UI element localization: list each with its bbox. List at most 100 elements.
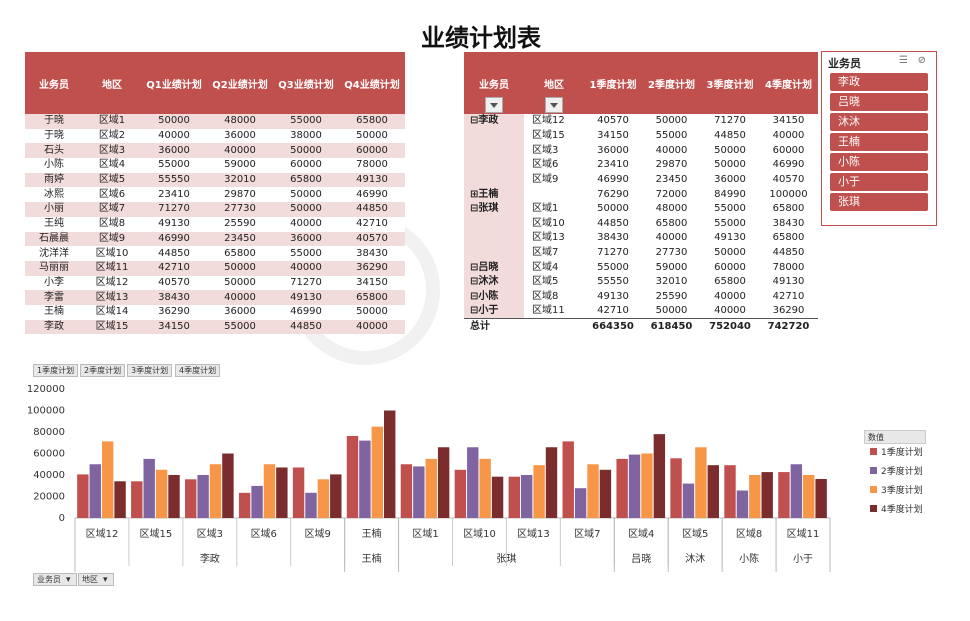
table-cell: 区域10 — [83, 246, 141, 261]
slicer-item[interactable]: 小陈 — [830, 153, 928, 171]
pivot-total-cell: 752040 — [701, 318, 759, 334]
table-cell: 29870 — [207, 187, 273, 203]
multi-select-icon[interactable]: ☰ — [899, 55, 908, 66]
plan-table: 业务员 地区 Q1业绩计划 Q2业绩计划 Q3业绩计划 Q4业绩计划 于晓 区域1 50000… — [25, 52, 405, 335]
pivot-group-toggle[interactable]: ⊟吕晓 — [464, 260, 524, 276]
pivot-cell: 区域11 — [524, 304, 584, 319]
table-cell: 王楠 — [25, 304, 83, 320]
table-row: 王纯 区域8 49130 25590 40000 42710 — [25, 216, 405, 232]
axis-field-button[interactable]: 地区 ▾ — [78, 573, 114, 586]
pivot-cell: 65800 — [714, 276, 746, 288]
pivot-group-toggle[interactable]: ⊟小于 — [464, 304, 524, 319]
table-cell: 区域3 — [83, 143, 141, 159]
group-label: 沐沐 — [685, 552, 705, 565]
pivot-cell: 55000 — [597, 261, 629, 273]
table-cell: 石头 — [25, 143, 83, 159]
pivot-cell: 71270 — [714, 115, 746, 127]
bar-3-3 — [276, 467, 288, 518]
pivot-cell: 76290 — [597, 188, 629, 200]
pivot-row: ⊟小陈 区域8 49130 25590 40000 42710 — [464, 289, 818, 305]
table-row: 于晓 区域2 40000 36000 38000 50000 — [25, 128, 405, 144]
table-cell: 40000 — [273, 216, 339, 232]
value-field-button[interactable]: 3季度计划 — [127, 364, 173, 377]
clear-filter-icon[interactable]: ⊘ — [917, 55, 926, 66]
table-cell: 65800 — [339, 114, 405, 129]
slicer-item[interactable]: 小于 — [830, 173, 928, 191]
table-cell: 49130 — [273, 290, 339, 305]
bar-1-4 — [305, 492, 317, 518]
x-tick-label: 区域11 — [787, 527, 820, 540]
table-cell: 34150 — [339, 275, 405, 291]
pivot-cell: 区域13 — [524, 231, 584, 246]
table-cell: 50000 — [141, 114, 207, 129]
table-cell: 50000 — [339, 128, 405, 144]
pivot-group-toggle[interactable]: ⊟张琪 — [464, 201, 524, 217]
pivot-cell: 50000 — [597, 203, 629, 215]
bar-2-0 — [101, 441, 114, 518]
x-tick-label: 区域8 — [736, 527, 762, 540]
slicer-item[interactable]: 李政 — [830, 73, 928, 91]
table-cell: 区域14 — [83, 304, 141, 320]
axis-field-button[interactable]: 业务员 ▾ — [33, 573, 77, 586]
table-cell: 25590 — [207, 216, 273, 232]
pivot-cell: 50000 — [655, 305, 688, 317]
pivot-cell: 42710 — [597, 305, 629, 317]
bar-2-1 — [155, 469, 168, 518]
x-tick-label: 王楠 — [362, 527, 382, 540]
table-cell: 50000 — [339, 304, 405, 320]
pivot-cell: 50000 — [714, 144, 746, 156]
bar-0-3 — [238, 492, 251, 518]
value-field-button[interactable]: 4季度计划 — [175, 364, 221, 377]
table-cell: 36290 — [339, 260, 405, 276]
legend-swatch — [870, 505, 877, 512]
pivot-cell: 84990 — [714, 188, 746, 200]
pivot-header-label: 4季度计划 — [765, 80, 812, 91]
slicer-item[interactable]: 张琪 — [830, 193, 928, 211]
x-tick-label: 区域10 — [463, 527, 496, 540]
pivot-cell: 100000 — [769, 188, 808, 200]
legend-item: 3季度计划 — [864, 482, 926, 501]
pivot-group-toggle[interactable]: ⊞王楠 — [464, 187, 524, 202]
table-cell: 60000 — [273, 158, 339, 173]
y-tick-label: 20000 — [33, 492, 65, 503]
pivot-cell: 46990 — [597, 173, 629, 185]
bar-3-4 — [330, 474, 342, 518]
y-tick-label: 40000 — [33, 470, 65, 481]
pivot-row: ⊟沐沐 区域5 55550 32010 65800 49130 — [464, 275, 818, 290]
bar-3-5 — [384, 410, 396, 518]
table-cell: 区域8 — [83, 216, 141, 232]
table-cell: 38430 — [141, 290, 207, 305]
slicer-item[interactable]: 王楠 — [830, 133, 928, 151]
table-cell: 46990 — [273, 304, 339, 320]
value-field-button[interactable]: 2季度计划 — [80, 364, 126, 377]
table-cell: 50000 — [207, 260, 273, 276]
pivot-row: ⊟吕晓 区域4 55000 59000 60000 78000 — [464, 260, 818, 276]
filter-dropdown-icon[interactable] — [545, 97, 563, 113]
table-cell: 49130 — [141, 216, 207, 232]
table-cell: 23410 — [141, 187, 207, 203]
pivot-group-toggle[interactable]: ⊟小陈 — [464, 289, 524, 305]
filter-dropdown-icon[interactable] — [485, 97, 503, 113]
table-row: 小丽 区域7 71270 27730 50000 44850 — [25, 202, 405, 217]
pivot-cell: 34150 — [597, 129, 629, 141]
slicer-item[interactable]: 沐沐 — [830, 113, 928, 131]
x-tick-label: 区域5 — [682, 527, 708, 540]
table-row: 李政 区域15 34150 55000 44850 40000 — [25, 319, 405, 335]
table-cell: 40000 — [207, 143, 273, 159]
table-cell: 40570 — [339, 231, 405, 247]
pivot-cell: 44850 — [714, 129, 746, 141]
bar-2-11 — [695, 447, 707, 518]
axis-field-label: 地区 — [82, 575, 98, 584]
pivot-header: 1季度计划 — [584, 52, 642, 114]
table-row: 马丽丽 区域11 42710 50000 40000 36290 — [25, 260, 405, 276]
bar-1-0 — [89, 464, 101, 518]
table-cell: 36000 — [141, 143, 207, 159]
pivot-cell: 49130 — [597, 291, 629, 302]
table-cell: 59000 — [207, 158, 273, 173]
slicer-item[interactable]: 吕晓 — [830, 93, 928, 111]
pivot-group-toggle[interactable]: ⊟李政 — [464, 114, 524, 129]
bar-3-1 — [168, 475, 180, 518]
pivot-group-toggle[interactable]: ⊟沐沐 — [464, 275, 524, 290]
value-field-button[interactable]: 1季度计划 — [33, 364, 79, 377]
salesperson-slicer[interactable]: 业务员 ☰ ⊘ 李政 吕晓 沐沐 王楠 小陈 小于 张琪 — [821, 51, 937, 226]
